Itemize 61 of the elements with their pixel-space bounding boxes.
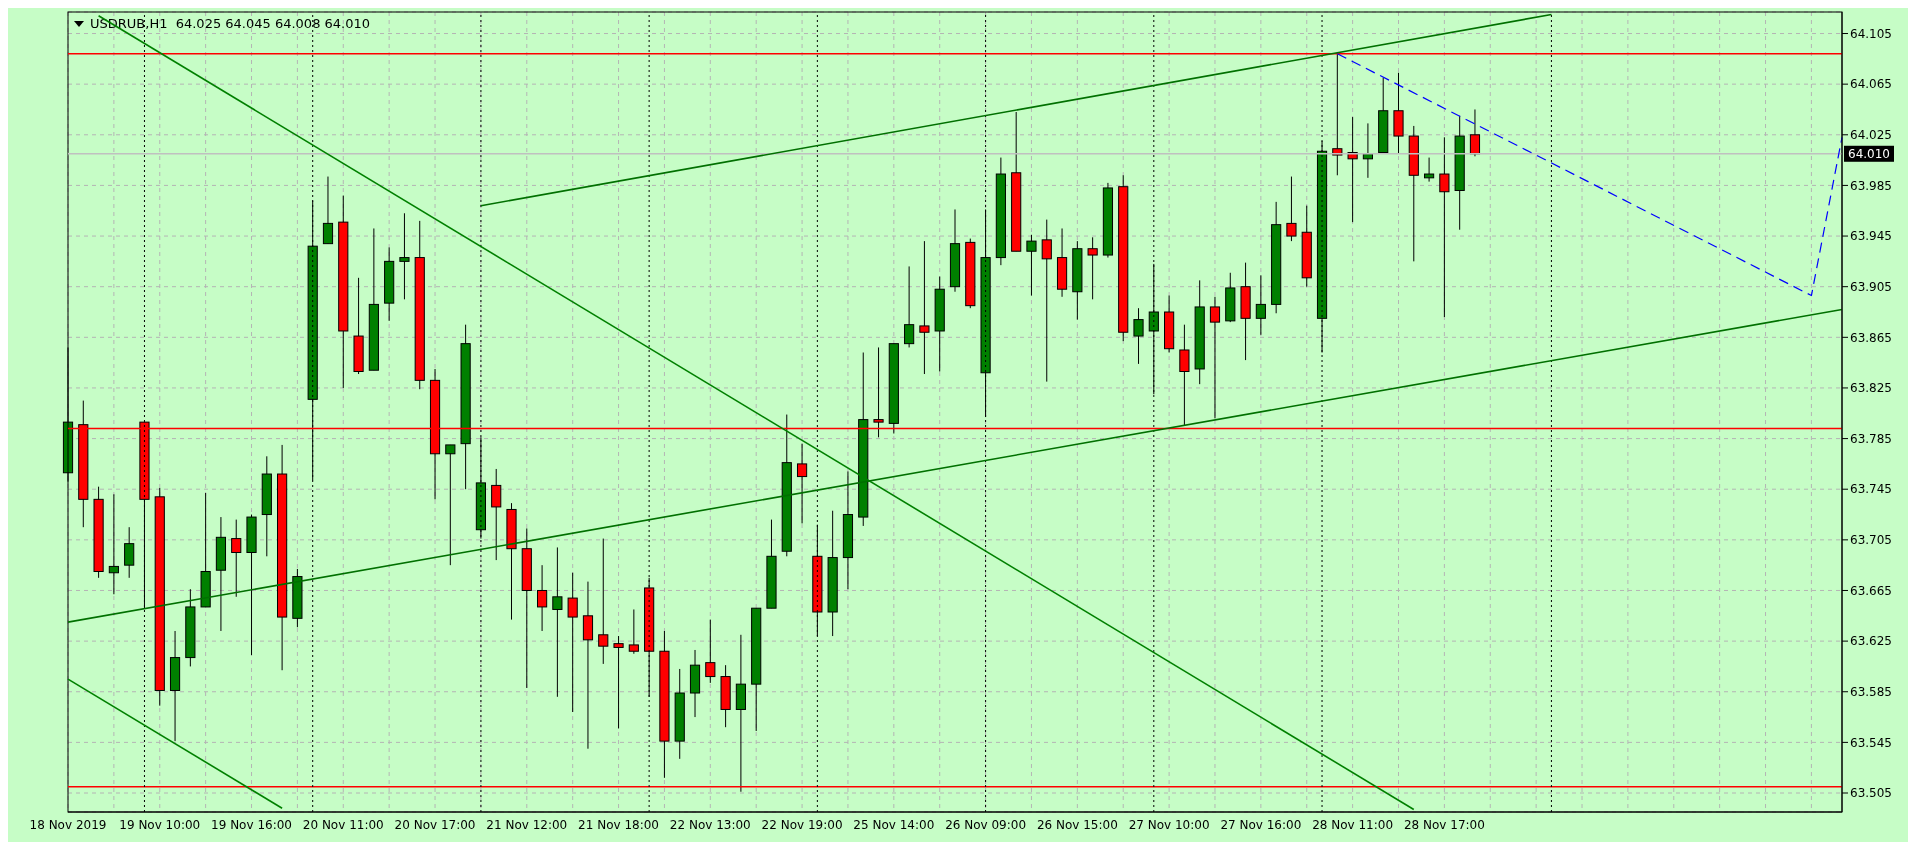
candlestick: [231, 519, 242, 598]
candlestick: [322, 176, 334, 245]
y-tick-label: 63.545: [1850, 735, 1892, 750]
x-tick-label: 21 Nov 12:00: [486, 817, 568, 832]
x-tick-label: 22 Nov 19:00: [761, 817, 843, 832]
x-tick-label: 26 Nov 15:00: [1036, 817, 1118, 832]
x-tick-label: 25 Nov 14:00: [853, 817, 935, 832]
x-tick-label: 27 Nov 16:00: [1220, 817, 1302, 832]
candlestick: [628, 608, 639, 655]
x-tick-label: 21 Nov 18:00: [578, 817, 659, 832]
candlestick: [598, 538, 609, 665]
candlestick: [796, 443, 808, 524]
x-tick-label: 19 Nov 10:00: [119, 817, 201, 832]
candlestick: [1041, 219, 1052, 383]
x-tick-label: 19 Nov 16:00: [211, 817, 292, 832]
candlestick: [552, 546, 563, 698]
candlestick: [705, 619, 716, 684]
x-tick-label: 20 Nov 17:00: [394, 817, 476, 832]
y-tick-label: 63.905: [1850, 279, 1892, 294]
x-tick-label: 27 Nov 10:00: [1128, 817, 1210, 832]
y-tick-label: 63.865: [1850, 330, 1892, 345]
candlestick: [567, 572, 578, 713]
candlestick: [537, 564, 548, 632]
candlestick: [1133, 307, 1144, 365]
x-tick-label: 20 Nov 11:00: [302, 817, 384, 832]
candlestick: [1286, 176, 1297, 242]
y-tick-label: 63.785: [1850, 431, 1892, 446]
y-tick-label: 64.065: [1850, 77, 1892, 92]
y-tick-label: 64.105: [1850, 26, 1892, 41]
x-tick-label: 22 Nov 13:00: [669, 817, 751, 832]
candlestick: [1439, 136, 1450, 318]
candlestick: [1179, 324, 1190, 427]
x-tick-label: 26 Nov 09:00: [945, 817, 1027, 832]
candlestick: [399, 212, 410, 300]
candlestick: [919, 240, 930, 375]
x-tick-label: 28 Nov 17:00: [1403, 817, 1485, 832]
y-tick-label: 63.985: [1850, 178, 1892, 193]
y-tick-label: 64.025: [1850, 128, 1892, 143]
x-tick-label: 18 Nov 2019: [29, 817, 107, 832]
candlestick: [1469, 108, 1481, 157]
candlestick: [1087, 236, 1098, 300]
x-tick-label: 28 Nov 11:00: [1312, 817, 1394, 832]
candlestick: [613, 635, 624, 729]
y-tick-label: 63.625: [1850, 634, 1892, 649]
y-tick-label: 63.505: [1850, 786, 1892, 801]
y-tick-label: 63.585: [1850, 685, 1892, 700]
candlestick: [108, 493, 119, 595]
candlestick: [491, 468, 502, 561]
y-tick-label: 63.665: [1850, 583, 1892, 598]
candlestick: [445, 444, 456, 566]
ref-line-label: 64.010: [1848, 146, 1890, 161]
candlestick: [1424, 157, 1435, 183]
candlestick: [1209, 296, 1221, 419]
candlestick: [1255, 274, 1266, 336]
candlestick: [124, 526, 135, 579]
candlestick: [1026, 234, 1037, 297]
candlestick: [904, 265, 915, 348]
y-tick-label: 63.945: [1850, 229, 1892, 244]
y-tick-label: 63.745: [1850, 482, 1892, 497]
y-tick-label: 63.825: [1850, 381, 1892, 396]
y-tick-label: 63.705: [1850, 533, 1892, 548]
